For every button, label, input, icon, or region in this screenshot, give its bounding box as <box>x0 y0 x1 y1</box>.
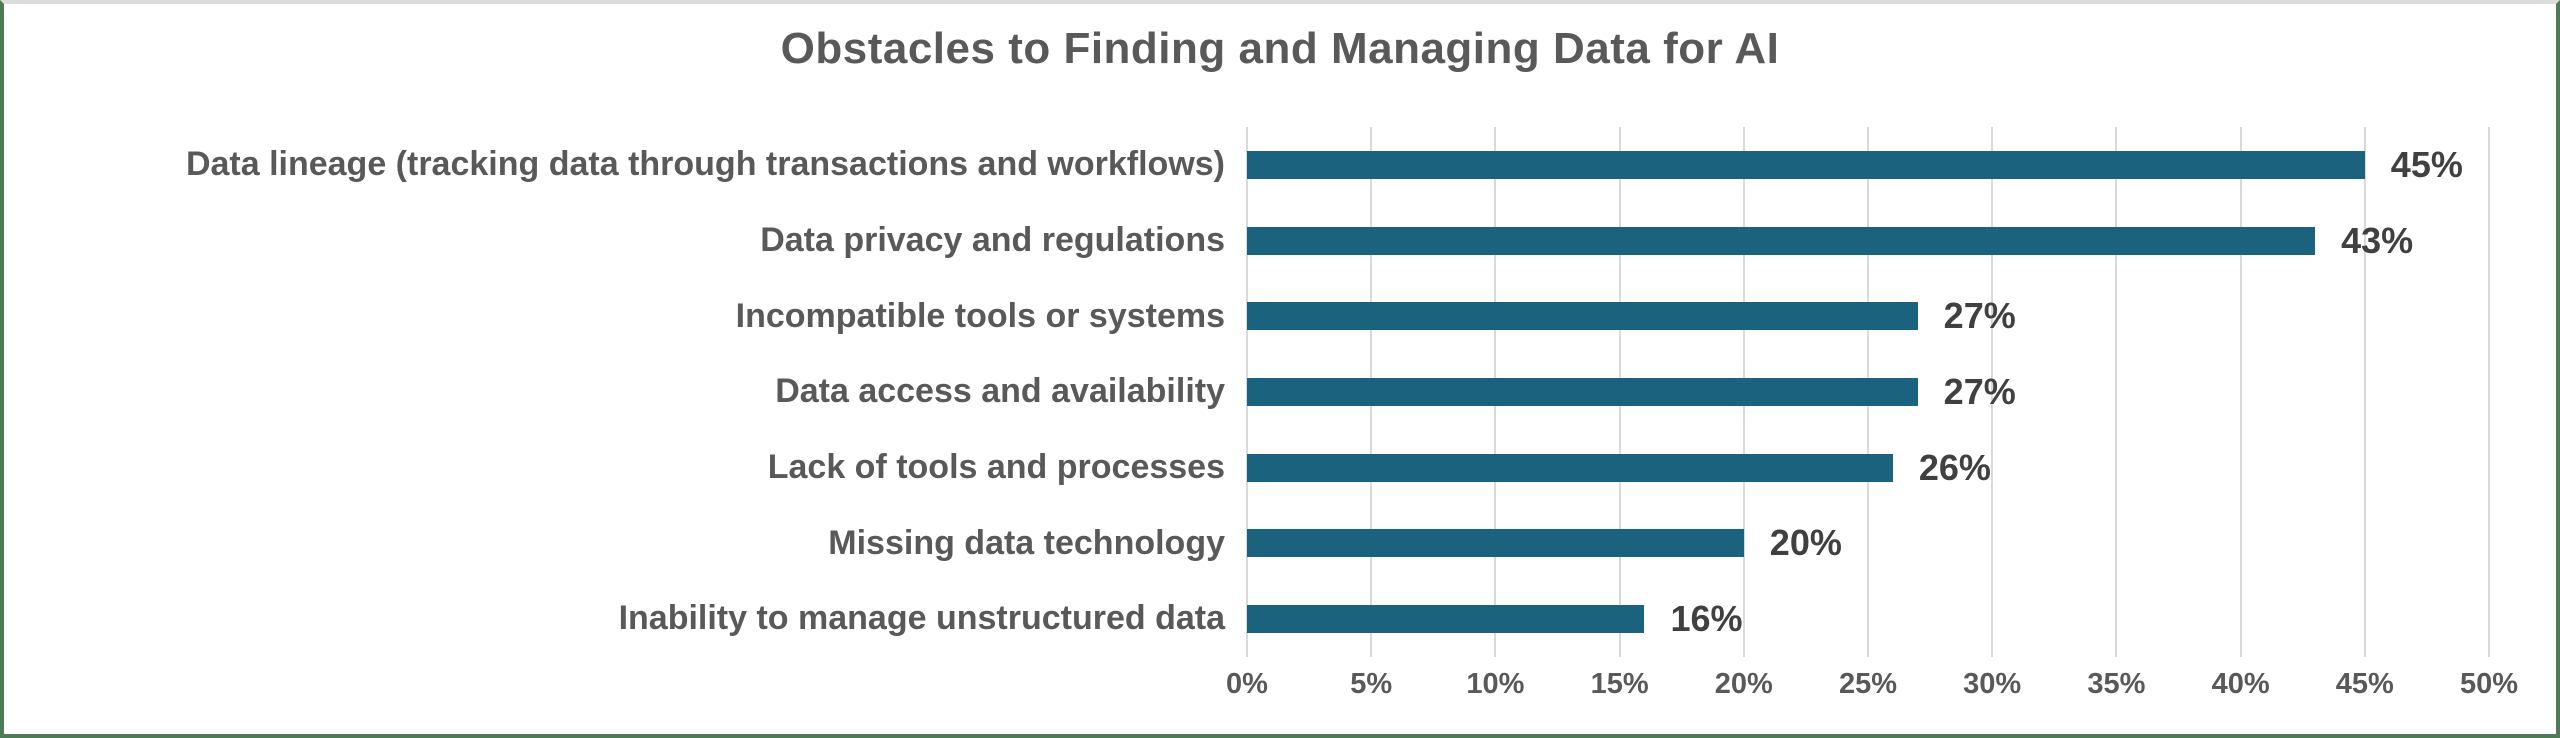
bar-track: 43% <box>1247 220 2489 261</box>
bar-row: Missing data technology 20% <box>4 506 2556 582</box>
x-tick-label: 15% <box>1590 668 1649 700</box>
value-label: 20% <box>1769 522 1842 564</box>
bar-track: 20% <box>1247 522 2489 563</box>
gridline <box>2115 127 2118 657</box>
gridline <box>2363 127 2366 657</box>
value-label: 27% <box>1943 295 2016 337</box>
value-label: 26% <box>1918 446 1991 488</box>
value-label: 27% <box>1943 371 2016 413</box>
bar <box>1247 453 1893 482</box>
chart-title: Obstacles to Finding and Managing Data f… <box>780 24 1780 73</box>
gridline <box>1991 127 1994 657</box>
category-label: Lack of tools and processes <box>767 448 1225 487</box>
gridline <box>2239 127 2242 657</box>
x-tick-label: 5% <box>1350 668 1393 700</box>
x-tick-label: 40% <box>2211 668 2270 700</box>
bar <box>1247 302 1918 331</box>
category-label: Missing data technology <box>828 523 1225 562</box>
bar-track: 16% <box>1247 598 2489 639</box>
bar-track: 27% <box>1247 295 2489 336</box>
x-tick-label: 35% <box>2087 668 2146 700</box>
bar <box>1247 226 2316 255</box>
bar-track: 26% <box>1247 447 2489 488</box>
category-label: Data access and availability <box>775 372 1225 411</box>
bar <box>1247 150 2365 179</box>
category-label: Inability to manage unstructured data <box>618 599 1225 638</box>
bar-track: 27% <box>1247 371 2489 412</box>
x-tick-label: 30% <box>1963 668 2022 700</box>
bar <box>1247 378 1918 407</box>
category-label: Data privacy and regulations <box>760 220 1225 259</box>
x-tick-label: 10% <box>1466 668 1525 700</box>
bar-row: Data access and availability 27% <box>4 354 2556 430</box>
bar-track: 45% <box>1247 144 2489 185</box>
gridline <box>2488 127 2490 657</box>
category-label: Data lineage (tracking data through tran… <box>185 145 1225 184</box>
bar <box>1247 529 1744 558</box>
x-tick-label: 20% <box>1714 668 1773 700</box>
x-tick-label: 45% <box>2335 668 2394 700</box>
x-tick-label: 0% <box>1226 668 1268 700</box>
bar-row: Data lineage (tracking data through tran… <box>4 127 2556 203</box>
value-label: 45% <box>2390 143 2463 185</box>
x-tick-label: 50% <box>2459 668 2519 700</box>
bar-row: Lack of tools and processes 26% <box>4 430 2556 506</box>
x-tick-label: 25% <box>1838 668 1898 700</box>
value-label: 16% <box>1670 598 1743 640</box>
bar <box>1247 605 1645 634</box>
x-axis: 0% 5% 10% 15% 20% 25% 30% 35% 40% 45% 50% <box>1226 668 2518 712</box>
bar-row: Inability to manage unstructured data 16% <box>4 581 2556 657</box>
bar-rows: Data lineage (tracking data through tran… <box>4 127 2556 657</box>
bar-row: Data privacy and regulations 43% <box>4 203 2556 279</box>
value-label: 43% <box>2341 219 2414 261</box>
bar-row: Incompatible tools or systems 27% <box>4 278 2556 354</box>
category-label: Incompatible tools or systems <box>735 296 1225 335</box>
